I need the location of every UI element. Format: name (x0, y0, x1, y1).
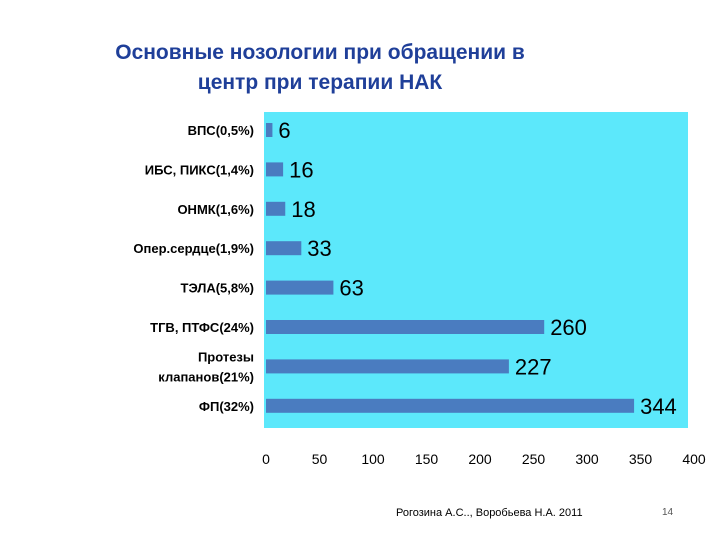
category-label: Протезы (198, 349, 254, 364)
x-tick-label: 0 (262, 451, 270, 467)
x-tick-label: 400 (682, 451, 706, 467)
bar (266, 320, 545, 334)
x-tick-label: 250 (522, 451, 546, 467)
data-label: 63 (339, 276, 363, 301)
data-label: 16 (289, 157, 313, 182)
category-label: ВПС(0,5%) (188, 123, 254, 138)
x-tick-label: 50 (312, 451, 328, 467)
title-line-2: центр при терапии НАК (197, 71, 443, 94)
category-label: ИБС, ПИКС(1,4%) (145, 162, 254, 177)
data-label: 18 (291, 197, 315, 222)
category-label: ТЭЛА(5,8%) (181, 281, 255, 296)
data-label: 344 (640, 394, 677, 419)
category-label: клапанов(21%) (158, 369, 254, 384)
plot-area (264, 112, 688, 428)
page-number: 14 (662, 507, 674, 518)
category-label: Опер.сердце(1,9%) (133, 241, 254, 256)
chart-title: Основные нозологии при обращении в центр… (0, 38, 640, 98)
bar (266, 359, 509, 374)
bar (266, 398, 635, 413)
bar (266, 241, 302, 256)
bar (266, 123, 273, 137)
category-label: ТГВ, ПТФС(24%) (150, 320, 254, 335)
category-label: ОНМК(1,6%) (177, 202, 254, 217)
bar (266, 201, 286, 216)
data-label: 6 (278, 118, 290, 143)
data-label: 33 (307, 236, 331, 261)
x-tick-label: 350 (629, 451, 653, 467)
x-tick-label: 100 (361, 451, 385, 467)
footer-authors: Рогозина А.С.., Воробьева Н.А. 2011 (396, 507, 583, 519)
title-line-1: Основные нозологии при обращении в (115, 41, 525, 64)
x-tick-label: 150 (415, 451, 439, 467)
bar (266, 162, 284, 177)
data-label: 227 (515, 354, 552, 379)
x-tick-label: 200 (468, 451, 492, 467)
x-tick-label: 300 (575, 451, 599, 467)
data-label: 260 (550, 315, 587, 340)
category-label: ФП(32%) (199, 399, 254, 414)
bar (266, 280, 334, 295)
